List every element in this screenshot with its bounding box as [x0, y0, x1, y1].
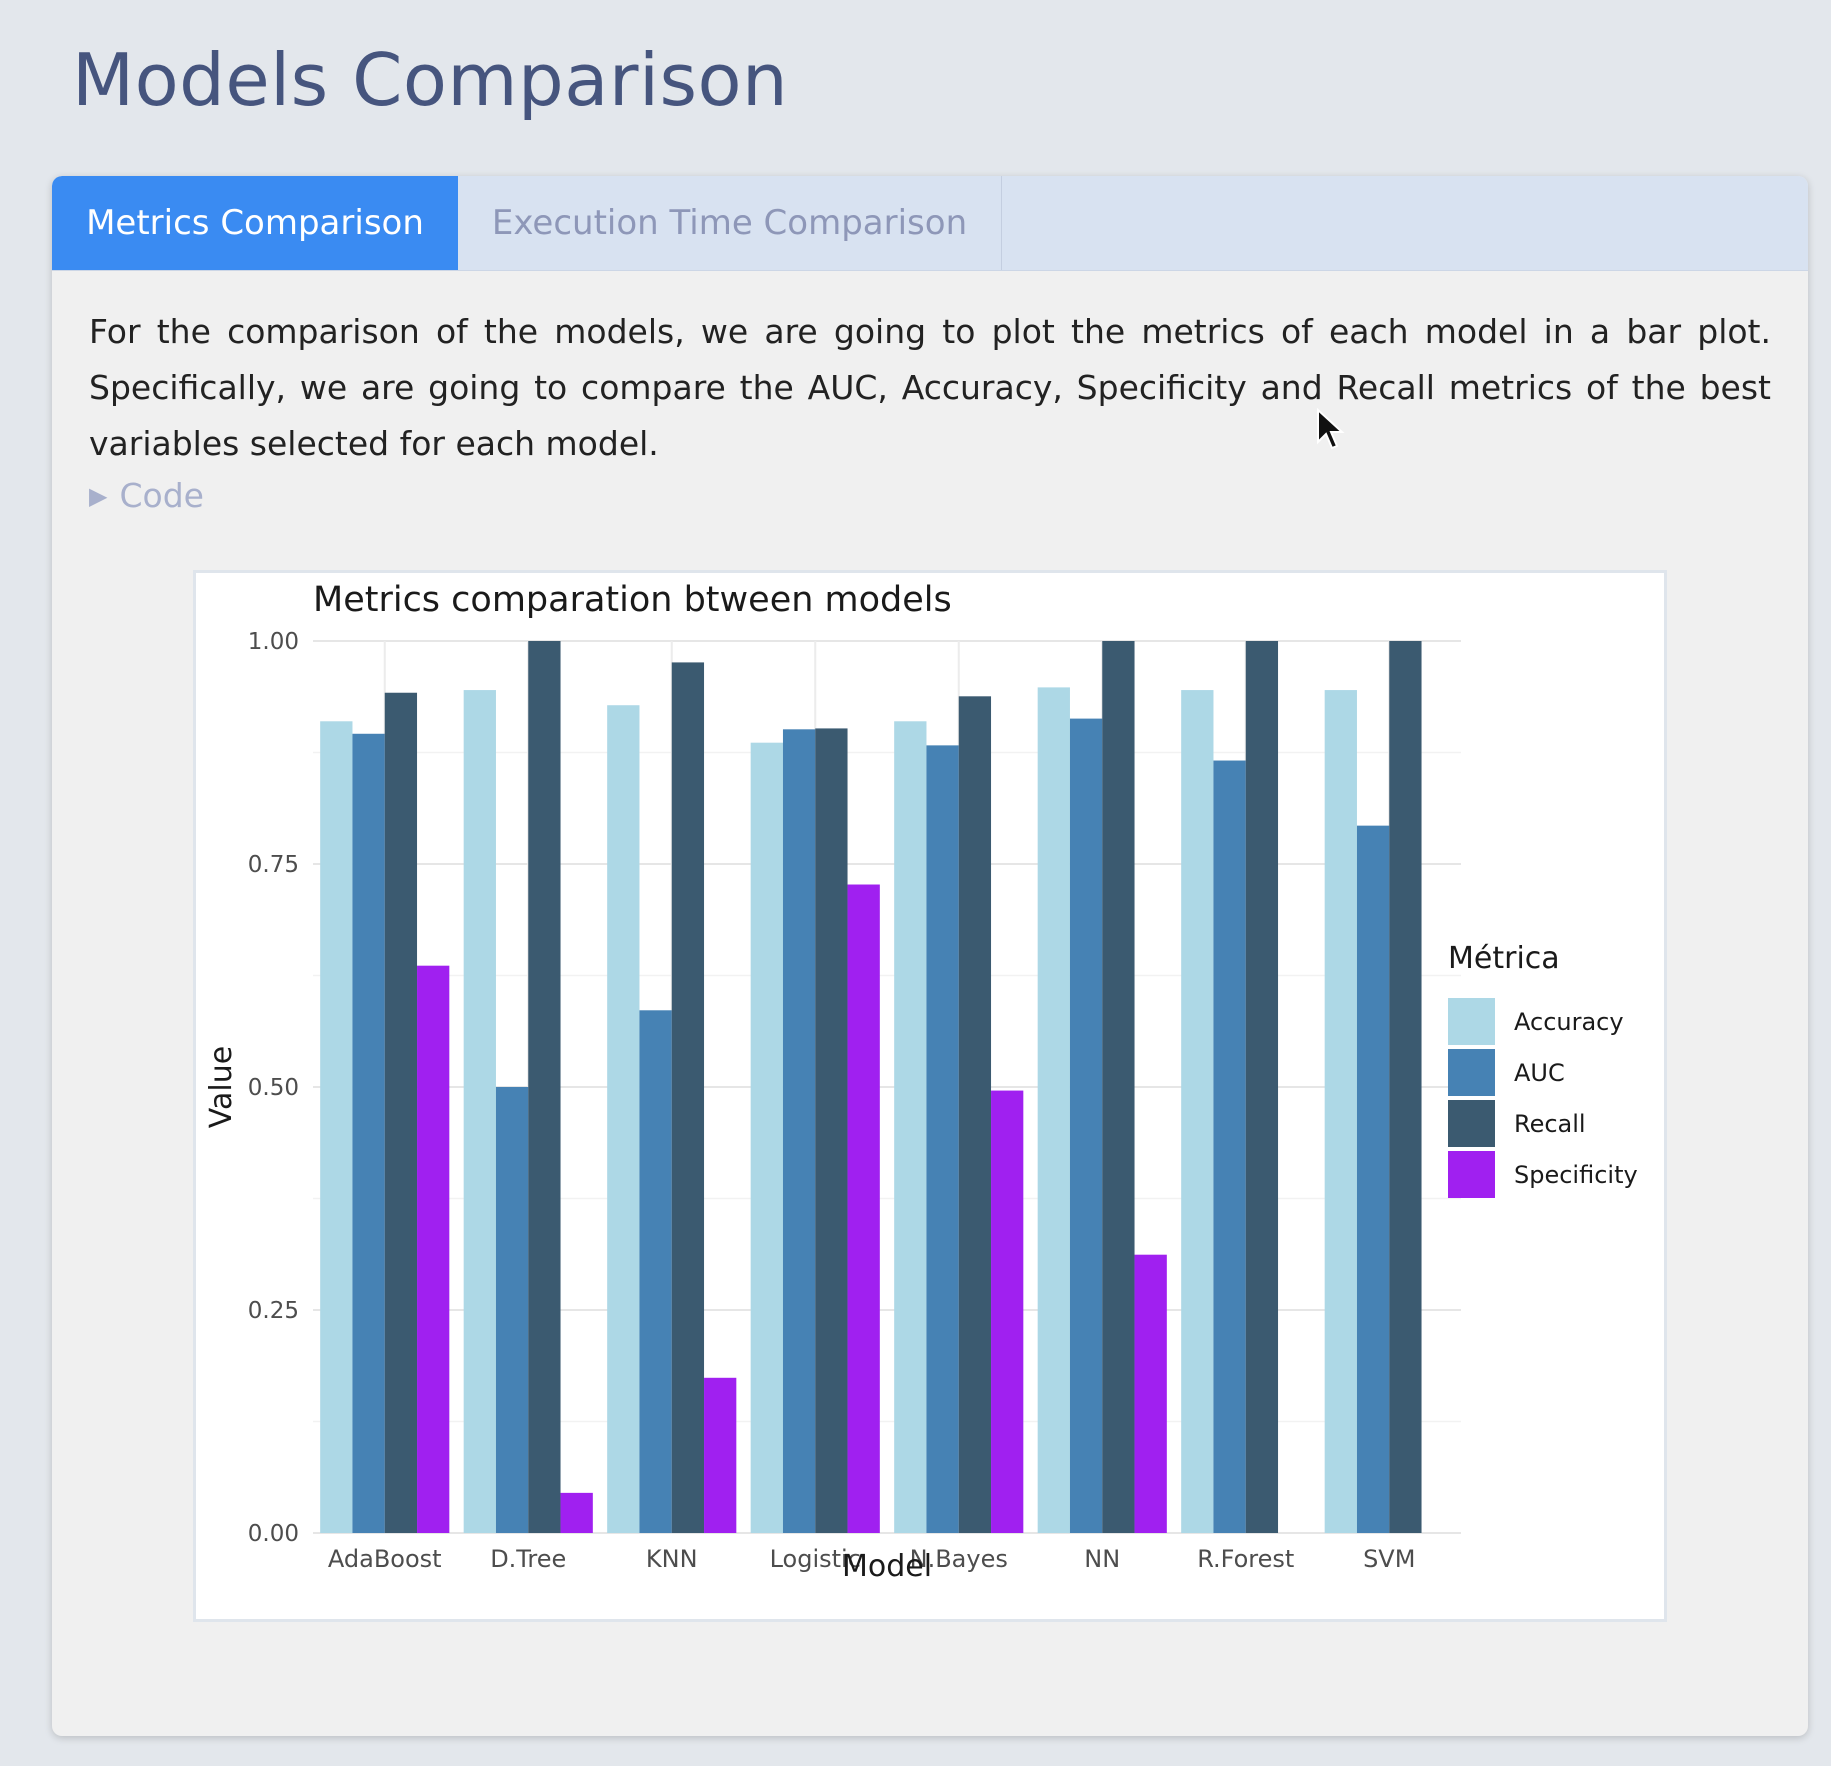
tab-bar: Metrics Comparison Execution Time Compar… — [52, 176, 1808, 271]
page-title: Models Comparison — [72, 38, 789, 122]
bar-specificity — [704, 1377, 737, 1533]
bar-auc — [639, 1010, 672, 1533]
tab-execution-time-comparison[interactable]: Execution Time Comparison — [458, 176, 1002, 270]
bar-specificity — [991, 1090, 1024, 1533]
legend-label: Accuracy — [1514, 1008, 1624, 1036]
x-tick-label: NN — [1084, 1545, 1120, 1573]
bar-accuracy — [1181, 690, 1214, 1533]
bar-accuracy — [1037, 687, 1070, 1533]
bar-recall — [1102, 641, 1135, 1533]
y-tick-label: 0.50 — [248, 1075, 299, 1101]
legend-key — [1448, 1151, 1495, 1198]
x-tick-label: N.Bayes — [910, 1545, 1008, 1573]
tab-metrics-comparison[interactable]: Metrics Comparison — [52, 176, 458, 270]
bar-recall — [958, 696, 992, 1533]
x-tick-label: R.Forest — [1197, 1545, 1294, 1573]
x-tick-label: D.Tree — [490, 1545, 566, 1573]
bar-auc — [1356, 825, 1390, 1533]
bar-auc — [352, 733, 385, 1533]
legend-label: Specificity — [1514, 1161, 1638, 1189]
bar-recall — [1389, 641, 1422, 1533]
bar-accuracy — [750, 742, 783, 1533]
legend-key — [1448, 1100, 1495, 1147]
bar-auc — [782, 729, 816, 1533]
bar-auc — [1069, 718, 1103, 1533]
bar-accuracy — [1324, 690, 1357, 1533]
bar-accuracy — [320, 721, 353, 1533]
bar-recall — [815, 728, 848, 1533]
legend-key — [1448, 1049, 1495, 1096]
code-toggle[interactable]: ▶ Code — [89, 476, 204, 515]
tab-panel: Metrics Comparison Execution Time Compar… — [52, 176, 1808, 1736]
chart-title: Metrics comparation btween models — [313, 580, 952, 620]
bar-accuracy — [463, 690, 496, 1533]
bar-specificity — [1134, 1254, 1167, 1533]
x-tick-label: Logistic — [770, 1545, 861, 1573]
legend-label: AUC — [1514, 1059, 1565, 1087]
legend-title: Métrica — [1448, 941, 1560, 976]
y-tick-label: 0.00 — [248, 1521, 299, 1547]
bar-recall — [384, 692, 418, 1533]
bar-accuracy — [894, 721, 927, 1533]
bar-accuracy — [607, 705, 640, 1533]
intro-paragraph: For the comparison of the models, we are… — [89, 312, 1771, 463]
y-tick-label: 0.75 — [248, 852, 299, 878]
triangle-right-icon: ▶ — [89, 481, 108, 510]
metrics-bar-chart: 0.00 0.25 0.50 0.75 1.00 AdaBoost D.Tree KNN Log… — [204, 580, 1638, 1584]
bar-specificity — [560, 1492, 593, 1533]
chart-card: 0.00 0.25 0.50 0.75 1.00 AdaBoost D.Tree KNN Log… — [193, 570, 1667, 1622]
legend-label: Recall — [1514, 1110, 1586, 1138]
bar-specificity — [847, 884, 880, 1533]
bar-auc — [495, 1087, 529, 1533]
y-tick-label: 0.25 — [248, 1298, 299, 1324]
bar-recall — [1245, 641, 1279, 1533]
bar-auc — [926, 745, 959, 1533]
x-tick-label: KNN — [646, 1545, 698, 1573]
bar-auc — [1213, 760, 1246, 1533]
bar-recall — [528, 641, 561, 1533]
x-tick-label: AdaBoost — [328, 1545, 442, 1573]
legend-key — [1448, 998, 1495, 1045]
x-tick-label: SVM — [1363, 1545, 1415, 1573]
y-axis-label: Value — [204, 1046, 239, 1128]
y-tick-label: 1.00 — [248, 629, 299, 655]
bar-recall — [671, 662, 705, 1533]
mouse-cursor-icon — [1317, 408, 1345, 450]
bar-specificity — [417, 965, 450, 1533]
x-axis-label: Model — [842, 1549, 932, 1584]
code-toggle-label: Code — [119, 476, 204, 515]
